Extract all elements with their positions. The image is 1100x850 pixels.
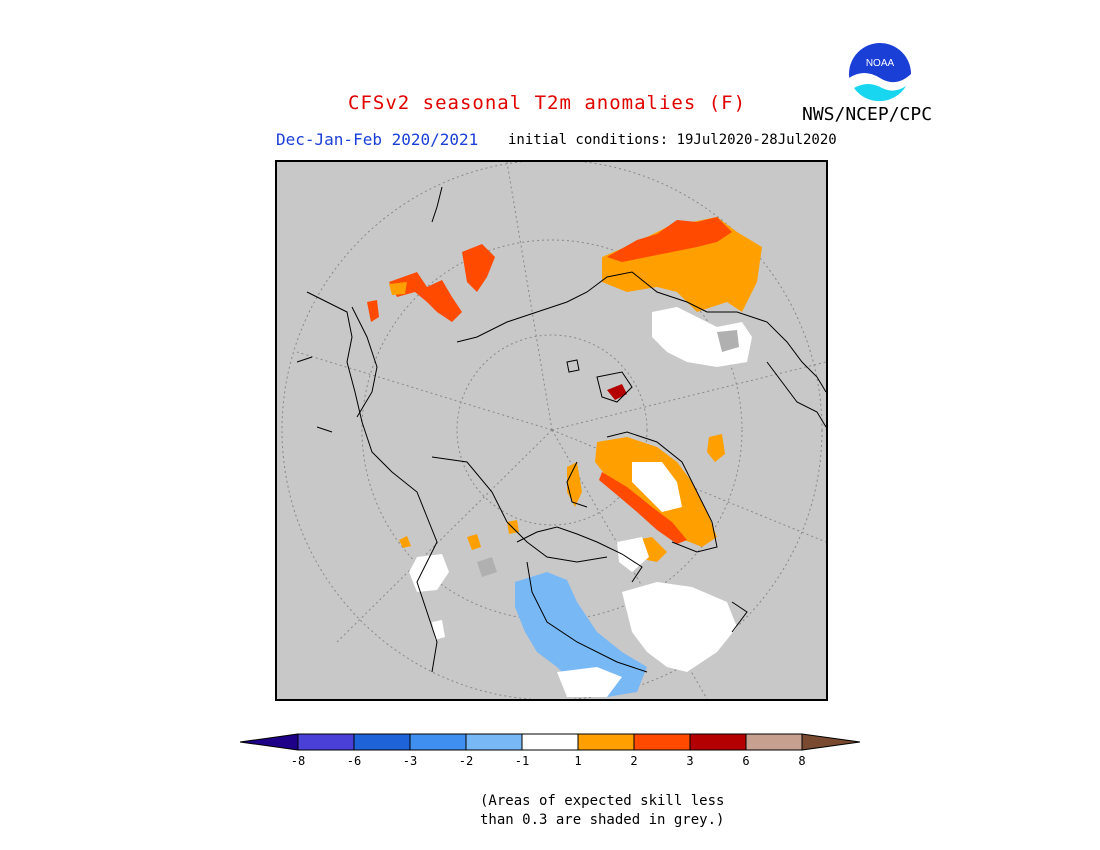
anomaly-shading — [367, 217, 762, 697]
initial-conditions-label: initial conditions: 19Jul2020-28Jul2020 — [508, 132, 837, 148]
colorbar-tick-label: -2 — [458, 754, 474, 768]
colorbar-arrow-high — [801, 733, 860, 751]
agency-label: NWS/NCEP/CPC — [802, 104, 933, 125]
colorbar-tick-label: 6 — [742, 754, 750, 768]
colorbar-tick-label: 1 — [574, 754, 582, 768]
colorbar-tick-label: 3 — [686, 754, 694, 768]
season-label: Dec-Jan-Feb 2020/2021 — [276, 130, 479, 149]
colorbar-arrow-low — [240, 733, 299, 751]
colorbar-bin — [633, 733, 691, 751]
colorbar-bin — [297, 733, 355, 751]
colorbar-tick-label: -1 — [514, 754, 530, 768]
polar-map — [281, 162, 826, 699]
noaa-logo: NOAA — [849, 43, 912, 106]
colorbar-bin — [577, 733, 635, 751]
skill-footnote: (Areas of expected skill less than 0.3 a… — [480, 792, 724, 830]
footnote-line1: (Areas of expected skill less — [480, 793, 725, 809]
footnote-line2: than 0.3 are shaded in grey.) — [480, 812, 725, 828]
chart-title: CFSv2 seasonal T2m anomalies (F) — [348, 92, 747, 114]
colorbar-tick-label: 2 — [630, 754, 638, 768]
colorbar-bin — [353, 733, 411, 751]
noaa-logo-text: NOAA — [866, 58, 895, 69]
colorbar-bin — [689, 733, 747, 751]
map-panel — [275, 160, 828, 701]
colorbar-tick-label: -3 — [402, 754, 418, 768]
colorbar-bin — [465, 733, 523, 751]
colorbar-tick-label: -8 — [290, 754, 306, 768]
colorbar-bin — [409, 733, 467, 751]
colorbar-tick-label: 8 — [798, 754, 806, 768]
colorbar — [240, 733, 860, 751]
colorbar-bin — [745, 733, 803, 751]
coastlines — [296, 186, 826, 673]
colorbar-tick-label: -6 — [346, 754, 362, 768]
colorbar-bin — [521, 733, 579, 751]
